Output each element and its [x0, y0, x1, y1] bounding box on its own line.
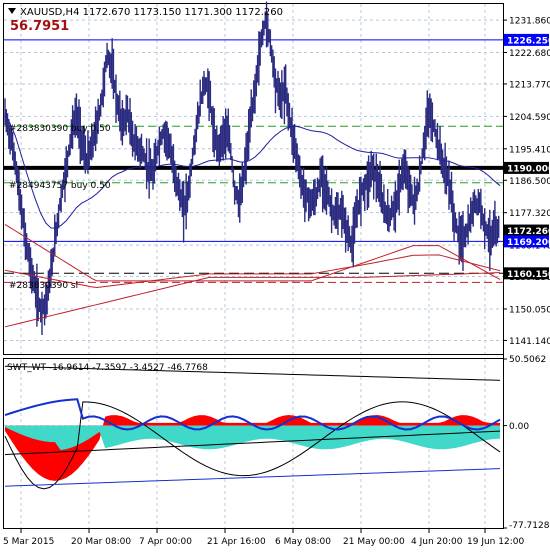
envelope-upper-line: [4, 223, 501, 282]
price-tick-label: 1222.680: [509, 49, 550, 59]
envelope-middle-line: [4, 254, 501, 288]
moving-average-line: [4, 112, 501, 229]
price-box-label: 1169.200: [507, 238, 550, 248]
time-label: 21 May 00:00: [343, 537, 405, 547]
indicator-tick-label: 0.00: [509, 422, 529, 432]
time-label: 21 Apr 16:00: [207, 537, 266, 547]
order-label[interactable]: #283830390 buy 0.50: [9, 124, 111, 134]
axes: 1231.860 1222.680 1213.770 1204.590 1195.410…: [3, 17, 550, 547]
price-box-label: 1226.250: [507, 36, 550, 46]
price-plot: [4, 1, 503, 336]
histogram-cyan-area: [5, 425, 500, 451]
chart-header: XAUUSD,H4 1172.670 1173.150 1171.300 117…: [20, 7, 283, 18]
time-label: 6 May 08:00: [275, 537, 331, 547]
price-tick-label: 1231.860: [509, 17, 550, 27]
price-box: [504, 235, 549, 248]
order-label[interactable]: #284943757 buy 0.50: [9, 181, 111, 191]
channel-line-high: [4, 365, 501, 381]
indicator-tick-label: 50.5062: [509, 355, 546, 365]
wt-line-1: [4, 401, 501, 490]
price-box: [504, 33, 549, 46]
envelope-lower-line: [4, 272, 501, 328]
price-tick-label: 1204.590: [509, 113, 550, 123]
price-box: [504, 267, 549, 280]
price-tick-label: 1213.770: [509, 80, 550, 90]
time-label: 20 Mar 08:00: [71, 537, 131, 547]
wt-line-2: [4, 398, 501, 431]
indicator-label: SWT_WT -16.9614 -7.3597 -3.4527 -46.7768: [7, 363, 208, 373]
price-tick-label: 1150.050: [509, 305, 550, 315]
price-box-label: 1190.000: [507, 164, 550, 174]
price-tick-label: 1177.320: [509, 209, 550, 219]
time-label: 19 Jun 12:00: [467, 537, 524, 547]
price-box: [504, 161, 549, 174]
price-tick-label: 1141.140: [509, 337, 550, 347]
channel-line-bottom: [4, 468, 501, 487]
price-tick-label: 1195.410: [509, 145, 550, 155]
price-tick-label: 1186.500: [509, 177, 550, 187]
channel-line-low: [4, 430, 501, 456]
big-value: 56.7951: [10, 19, 69, 34]
indicator-tick-label: -77.7128: [509, 521, 550, 531]
time-label: 5 Mar 2015: [3, 537, 54, 547]
price-box-label: 1160.150: [507, 270, 550, 280]
symbol-dropdown-icon[interactable]: [8, 8, 16, 14]
price-box-label: 1172.260: [507, 227, 550, 237]
price-box: [504, 224, 549, 237]
order-sl-label[interactable]: #283830390 sl: [9, 281, 78, 291]
time-label: 7 Apr 00:00: [139, 537, 192, 547]
histogram-red-area: [5, 415, 500, 481]
time-label: 4 Jun 20:00: [411, 537, 463, 547]
indicator-plot: [4, 365, 503, 490]
